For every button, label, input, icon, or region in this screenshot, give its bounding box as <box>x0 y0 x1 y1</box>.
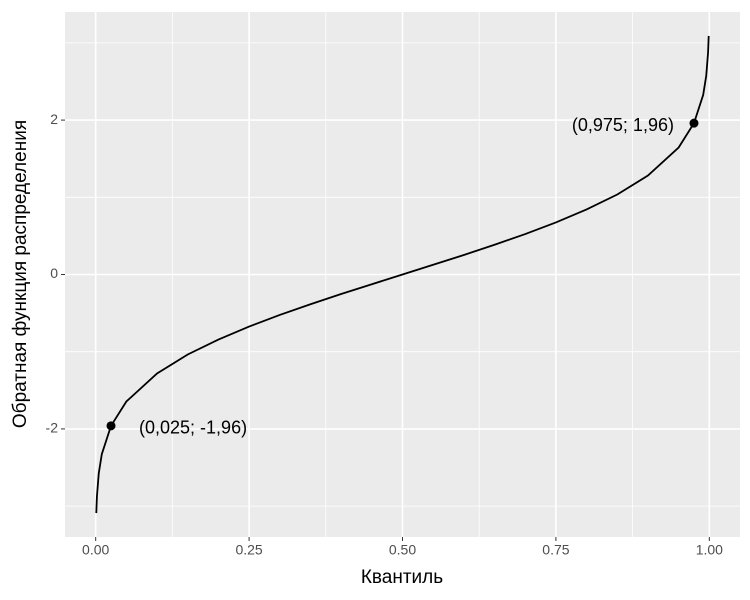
x-tick-label: 0.00 <box>82 542 109 558</box>
x-axis-title: Квантиль <box>361 567 443 588</box>
point-label: (0,025; -1,96) <box>139 418 247 438</box>
point <box>106 421 116 431</box>
y-tick-label: -2 <box>46 420 59 436</box>
point <box>689 118 699 128</box>
x-tick-label: 0.75 <box>542 542 569 558</box>
y-tick-label: 2 <box>50 111 58 127</box>
x-tick-label: 0.50 <box>389 542 416 558</box>
x-tick-label: 1.00 <box>696 542 723 558</box>
point-label: (0,975; 1,96) <box>572 115 674 135</box>
y-tick-label: 0 <box>50 265 58 281</box>
x-tick-label: 0.25 <box>235 542 262 558</box>
curve <box>95 35 710 514</box>
y-axis-title: Обратная функция распределения <box>10 120 31 428</box>
